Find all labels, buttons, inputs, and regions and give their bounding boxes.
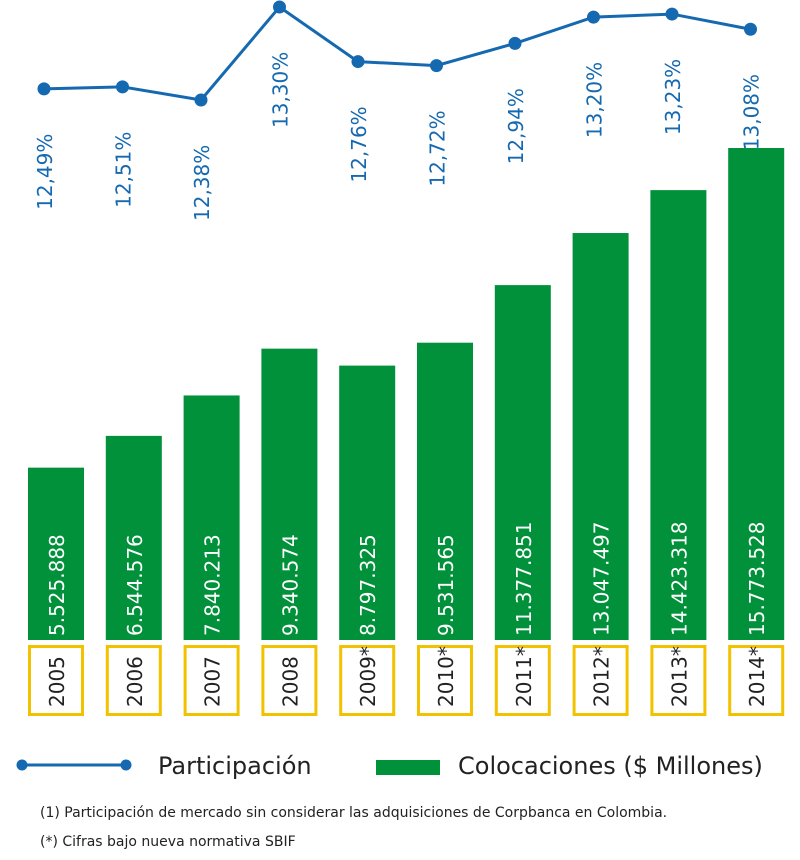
participacion-label-3: 13,30% (269, 52, 293, 128)
category-label-2: 2007 (201, 656, 225, 707)
legend-line-dot-left (16, 759, 28, 771)
category-boxes: 2005 2006 2007 2008 2009* 2010* 2011* 2012* 2013… (28, 645, 785, 716)
bar-7 (572, 233, 629, 640)
legend-participacion-label: Participación (158, 752, 312, 780)
legend-bar-swatch (376, 760, 440, 775)
participacion-label-2: 12,38% (190, 145, 214, 221)
participacion-point-3 (273, 0, 286, 14)
legend-line-dot-right (120, 759, 132, 771)
bar-value-label-1: 6.544.576 (123, 534, 147, 636)
category-box-6 (494, 645, 551, 716)
bar-4 (339, 365, 396, 640)
bar-value-label-5: 9.531.565 (434, 534, 458, 636)
category-label-7: 2012* (590, 646, 614, 707)
bar-value-label-4: 8.797.325 (356, 534, 380, 636)
bar-value-label-9: 15.773.528 (745, 521, 769, 636)
participacion-label-8: 13,23% (661, 59, 685, 135)
bar-0 (28, 467, 84, 640)
category-label-1: 2006 (123, 656, 147, 707)
participacion-point-7 (587, 10, 600, 24)
bar-6 (494, 285, 551, 640)
participacion-point-9 (744, 22, 757, 36)
category-box-9 (728, 645, 785, 716)
category-box-1 (105, 645, 162, 716)
category-label-9: 2014* (745, 646, 769, 707)
category-box-2 (183, 645, 240, 716)
participacion-label-9: 13,08% (740, 74, 764, 150)
participacion-line (43, 4, 751, 102)
participacion-label-1: 12,51% (112, 132, 136, 208)
category-box-4 (339, 645, 396, 716)
bar-1 (105, 435, 162, 640)
participacion-point-2 (194, 93, 208, 107)
category-box-7 (572, 645, 629, 716)
bar-8 (650, 190, 707, 640)
participacion-point-6 (508, 36, 522, 50)
footnote-2: (*) Cifras bajo nueva normativa SBIF (40, 834, 296, 850)
bar-2 (183, 395, 240, 640)
participacion-point-4 (351, 55, 365, 69)
category-label-8: 2013* (667, 646, 691, 707)
bar-3 (261, 348, 318, 640)
bar-value-label-0: 5.525.888 (45, 534, 69, 636)
legend-markers (16, 759, 440, 775)
category-box-8 (650, 645, 707, 716)
category-box-3 (261, 645, 318, 716)
category-label-3: 2008 (278, 656, 302, 707)
participacion-line-layer: 12,49% 12,51% 12,38% 13,30% 12,76% 12,72% 12,9… (33, 0, 764, 221)
bar-5 (417, 342, 473, 640)
participacion-point-5 (430, 59, 443, 73)
bar-value-label-3: 9.340.574 (278, 534, 302, 636)
participacion-label-6: 12,94% (504, 88, 528, 164)
bars-layer: 5.525.888 6.544.576 7.840.213 9.340.574 8.79… (28, 148, 785, 640)
category-box-0 (28, 645, 84, 716)
participacion-label-4: 12,76% (347, 106, 371, 182)
participacion-label-7: 13,20% (583, 62, 607, 138)
participacion-point-1 (116, 80, 129, 94)
category-label-6: 2011* (512, 646, 536, 707)
participacion-point-8 (665, 7, 679, 21)
bar-value-label-2: 7.840.213 (201, 534, 225, 636)
participacion-label-5: 12,72% (426, 110, 450, 186)
legend-colocaciones-label: Colocaciones ($ Millones) (458, 752, 763, 780)
category-label-4: 2009* (356, 646, 380, 707)
bar-value-label-6: 11.377.851 (512, 521, 536, 636)
participacion-label-0: 12,49% (33, 134, 57, 210)
bar-value-label-8: 14.423.318 (667, 521, 691, 636)
category-label-0: 2005 (45, 656, 69, 707)
participacion-point-0 (37, 82, 51, 96)
category-box-5 (417, 645, 473, 716)
bar-value-label-7: 13.047.497 (590, 521, 614, 636)
footnote-1: (1) Participación de mercado sin conside… (40, 805, 668, 821)
bar-9 (728, 148, 785, 640)
category-label-5: 2010* (434, 646, 458, 707)
